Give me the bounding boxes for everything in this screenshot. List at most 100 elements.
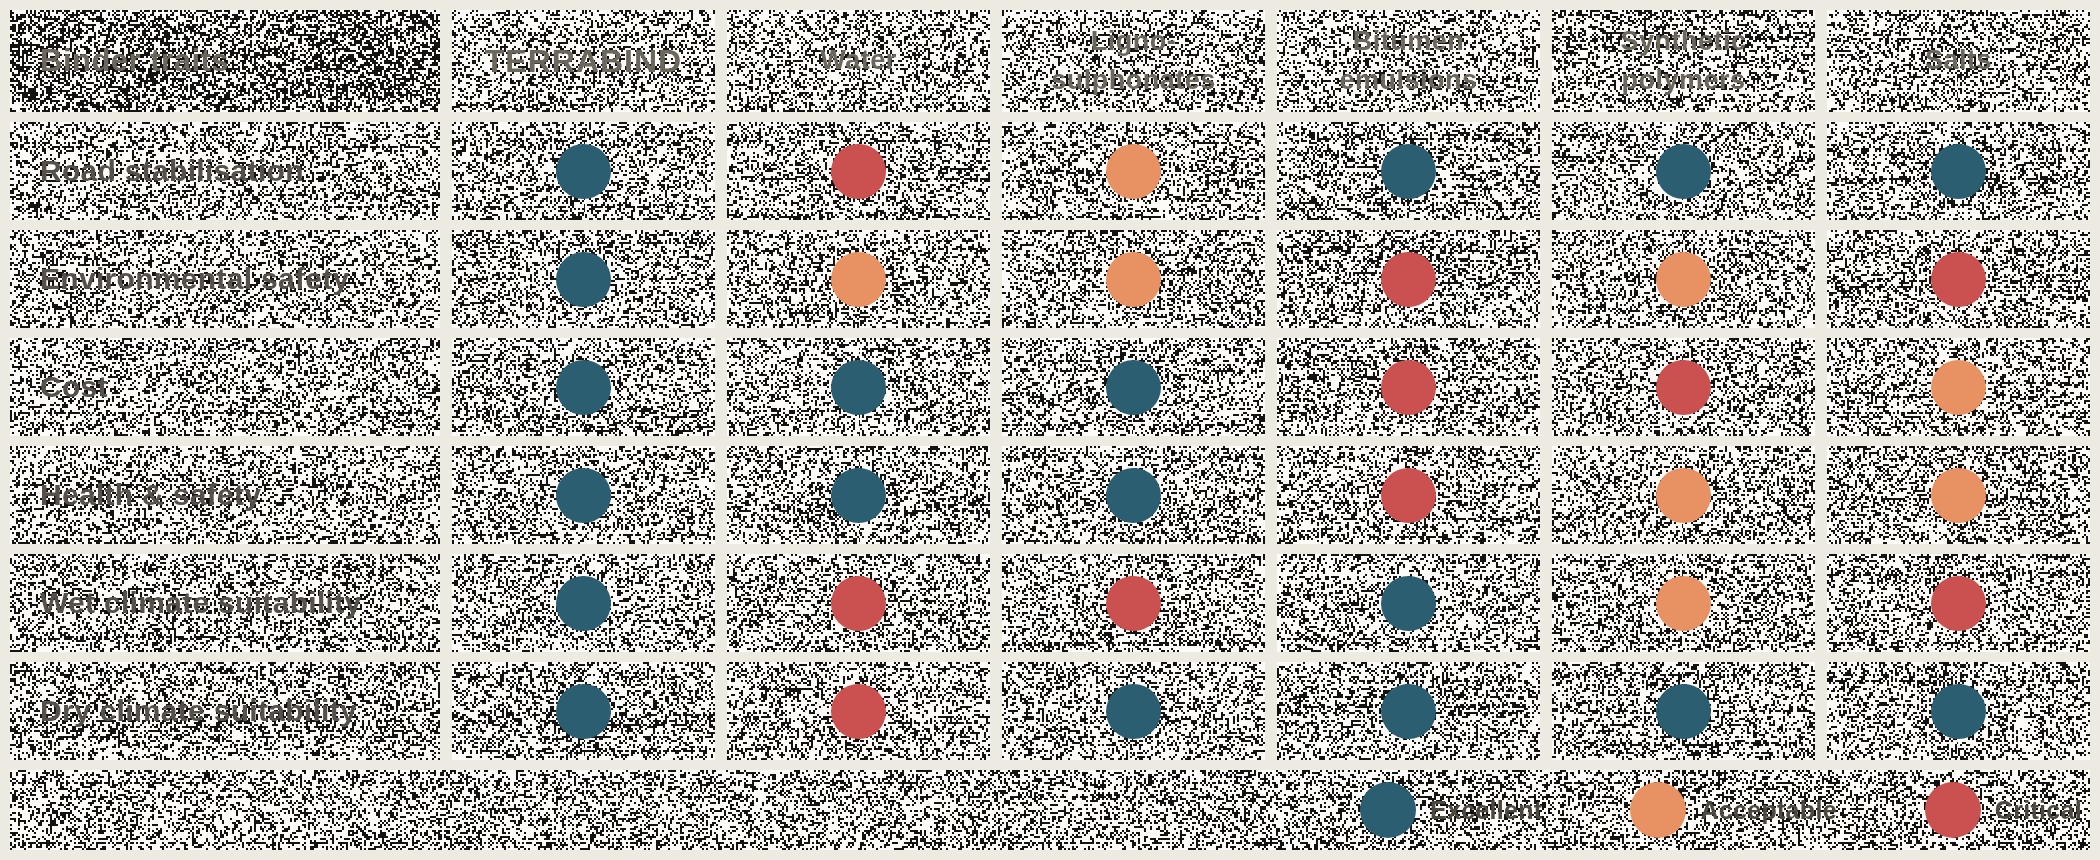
rating-dot-acceptable xyxy=(1931,468,1986,523)
rating-dot-critical xyxy=(1656,360,1711,415)
rating-cell xyxy=(1552,230,1815,328)
rating-dot-excellent xyxy=(831,360,886,415)
rating-cell xyxy=(727,122,990,220)
row-label-cell: Wet climate suitability xyxy=(10,554,440,652)
rating-dot-acceptable xyxy=(1931,360,1986,415)
column-header-cell: Water xyxy=(727,10,990,112)
rating-dot-excellent xyxy=(556,468,611,523)
rating-dot-acceptable xyxy=(831,252,886,307)
rating-dot-excellent xyxy=(1106,684,1161,739)
row-label: Dry climate suitability xyxy=(40,694,357,728)
rating-cell xyxy=(1552,122,1815,220)
legend-label: Critical xyxy=(1995,796,2082,825)
rating-dot-excellent xyxy=(556,684,611,739)
rating-dot-excellent xyxy=(556,144,611,199)
rating-cell xyxy=(1277,230,1540,328)
legend-label: Acceptable xyxy=(1700,796,1836,825)
row-label: Environmental safety xyxy=(40,262,349,296)
rating-cell xyxy=(727,554,990,652)
column-header-cell: Bitumen emulsions xyxy=(1277,10,1540,112)
rating-dot-excellent xyxy=(1931,144,1986,199)
rating-cell xyxy=(1552,446,1815,544)
rating-dot-acceptable xyxy=(1656,252,1711,307)
rating-cell xyxy=(1827,554,2090,652)
rating-cell xyxy=(1002,230,1265,328)
rating-dot-excellent xyxy=(1931,684,1986,739)
row-label: Road stabilisation xyxy=(40,154,304,188)
rating-dot-critical xyxy=(831,144,886,199)
rating-cell xyxy=(452,122,715,220)
rating-cell xyxy=(1827,122,2090,220)
row-label: Wet climate suitability xyxy=(40,586,361,620)
column-header-cell: Salts xyxy=(1827,10,2090,112)
corner-header-cell: Binder traits xyxy=(10,10,440,112)
rating-cell xyxy=(1827,662,2090,760)
legend-dot-excellent xyxy=(1360,782,1416,838)
rating-dot-critical xyxy=(1931,252,1986,307)
rating-cell xyxy=(1827,338,2090,436)
rating-dot-excellent xyxy=(556,576,611,631)
rating-dot-excellent xyxy=(1106,360,1161,415)
binder-comparison-table: Binder traits TERRABIND Water Ligno- sulph… xyxy=(0,0,2100,860)
rating-cell xyxy=(452,338,715,436)
rating-dot-excellent xyxy=(1656,144,1711,199)
rating-dot-critical xyxy=(1381,360,1436,415)
rating-dot-critical xyxy=(831,576,886,631)
row-label-cell: Dry climate suitability xyxy=(10,662,440,760)
legend-item-critical: Critical xyxy=(1925,782,2082,838)
column-header-cell: Synthetic polymers xyxy=(1552,10,1815,112)
legend-dot-critical xyxy=(1925,782,1981,838)
rating-cell xyxy=(452,662,715,760)
rating-dot-critical xyxy=(1381,252,1436,307)
rating-cell xyxy=(1002,554,1265,652)
rating-dot-excellent xyxy=(1381,144,1436,199)
column-header-label: Ligno- sulphonates xyxy=(1051,22,1216,100)
column-header-label: TERRABIND xyxy=(485,38,682,84)
rating-cell xyxy=(727,230,990,328)
rating-cell xyxy=(1552,662,1815,760)
rating-cell xyxy=(452,446,715,544)
rating-cell xyxy=(452,554,715,652)
rating-cell xyxy=(1002,338,1265,436)
legend: Excellent Acceptable Critical xyxy=(10,770,2090,850)
legend-dot-acceptable xyxy=(1630,782,1686,838)
legend-item-acceptable: Acceptable xyxy=(1630,782,1836,838)
rating-cell xyxy=(1827,446,2090,544)
rating-cell xyxy=(1002,662,1265,760)
rating-cell xyxy=(1552,338,1815,436)
rating-dot-excellent xyxy=(556,252,611,307)
rating-cell xyxy=(1002,122,1265,220)
rating-dot-excellent xyxy=(831,468,886,523)
row-label-cell: Cost xyxy=(10,338,440,436)
rating-cell xyxy=(1277,662,1540,760)
rating-dot-excellent xyxy=(1381,684,1436,739)
row-label: Cost xyxy=(40,370,108,404)
rating-cell xyxy=(1552,554,1815,652)
column-header-label: Water xyxy=(820,41,897,80)
rating-dot-critical xyxy=(1106,576,1161,631)
rating-cell xyxy=(1277,554,1540,652)
rating-cell xyxy=(727,662,990,760)
rating-cell xyxy=(1002,446,1265,544)
rating-dot-critical xyxy=(1931,576,1986,631)
column-header-cell: Ligno- sulphonates xyxy=(1002,10,1265,112)
row-label-cell: Health & safety xyxy=(10,446,440,544)
rating-dot-acceptable xyxy=(1106,144,1161,199)
rating-cell xyxy=(1277,338,1540,436)
rating-dot-excellent xyxy=(556,360,611,415)
rating-dot-excellent xyxy=(1381,576,1436,631)
rating-dot-acceptable xyxy=(1106,252,1161,307)
column-header-label: Salts xyxy=(1925,41,1992,80)
legend-label: Excellent xyxy=(1430,796,1542,825)
column-header-label: Bitumen emulsions xyxy=(1339,22,1477,100)
column-header-cell: TERRABIND xyxy=(452,10,715,112)
rating-cell xyxy=(727,338,990,436)
rating-cell xyxy=(727,446,990,544)
rating-dot-acceptable xyxy=(1656,468,1711,523)
row-label-cell: Road stabilisation xyxy=(10,122,440,220)
rating-cell xyxy=(1827,230,2090,328)
rating-cell xyxy=(452,230,715,328)
rating-cell xyxy=(1277,122,1540,220)
rating-dot-excellent xyxy=(1656,684,1711,739)
column-header-label: Synthetic polymers xyxy=(1620,22,1746,100)
